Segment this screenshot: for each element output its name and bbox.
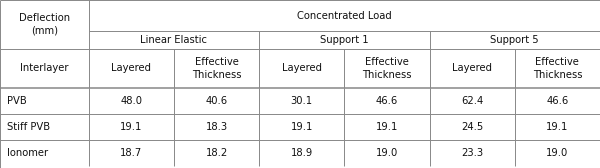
- Text: Ionomer: Ionomer: [7, 148, 49, 158]
- Text: 19.1: 19.1: [120, 122, 143, 132]
- Text: Effective
Thickness: Effective Thickness: [192, 57, 241, 80]
- Text: 19.1: 19.1: [290, 122, 313, 132]
- Text: Layered: Layered: [452, 64, 492, 73]
- Text: Effective
Thickness: Effective Thickness: [533, 57, 582, 80]
- Text: 19.1: 19.1: [376, 122, 398, 132]
- Text: 46.6: 46.6: [376, 96, 398, 106]
- Text: 62.4: 62.4: [461, 96, 484, 106]
- Text: 18.7: 18.7: [120, 148, 143, 158]
- Text: PVB: PVB: [7, 96, 27, 106]
- Text: 19.0: 19.0: [376, 148, 398, 158]
- Text: 46.6: 46.6: [546, 96, 569, 106]
- Text: Effective
Thickness: Effective Thickness: [362, 57, 412, 80]
- Text: 48.0: 48.0: [121, 96, 142, 106]
- Text: Deflection
(mm): Deflection (mm): [19, 13, 70, 36]
- Text: Interlayer: Interlayer: [20, 64, 68, 73]
- Text: 18.9: 18.9: [290, 148, 313, 158]
- Text: 23.3: 23.3: [461, 148, 483, 158]
- Text: Layered: Layered: [282, 64, 322, 73]
- Text: Linear Elastic: Linear Elastic: [140, 35, 208, 45]
- Text: 18.3: 18.3: [206, 122, 227, 132]
- Text: Concentrated Load: Concentrated Load: [297, 11, 392, 20]
- Text: 24.5: 24.5: [461, 122, 484, 132]
- Text: Stiff PVB: Stiff PVB: [7, 122, 50, 132]
- Text: 30.1: 30.1: [291, 96, 313, 106]
- Text: 19.0: 19.0: [546, 148, 569, 158]
- Text: Support 5: Support 5: [490, 35, 539, 45]
- Text: 40.6: 40.6: [206, 96, 227, 106]
- Text: 18.2: 18.2: [205, 148, 228, 158]
- Text: Layered: Layered: [112, 64, 151, 73]
- Text: 19.1: 19.1: [546, 122, 569, 132]
- Text: Support 1: Support 1: [320, 35, 369, 45]
